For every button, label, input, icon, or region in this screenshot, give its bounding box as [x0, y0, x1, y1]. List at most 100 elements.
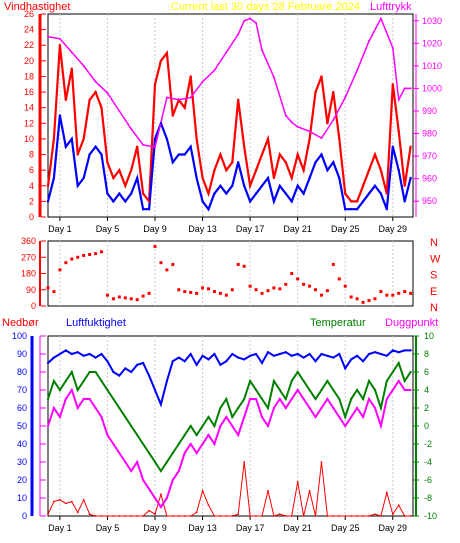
direction-point: [195, 291, 199, 295]
temperature-point: [397, 361, 400, 365]
wind-y-tick: 2: [29, 196, 34, 206]
precip-point: [148, 509, 150, 512]
wind-mean-point: [296, 184, 299, 187]
dewpoint-point: [314, 415, 317, 419]
dewpoint-point: [130, 469, 133, 473]
temperature-point: [46, 397, 50, 401]
wind-gust-point: [189, 75, 192, 78]
temperature-point: [147, 451, 151, 455]
temperature-point: [350, 397, 353, 401]
direction-y-ticks: 0 90 180 270 360: [21, 236, 46, 311]
wind-mean-point: [195, 176, 198, 180]
humidity-point: [409, 349, 412, 352]
humidity-y-ticks: 0 10 20 30 40 50 60 70 80 90 100: [12, 331, 46, 521]
precip-point: [112, 515, 115, 517]
pressure-point: [118, 109, 121, 112]
direction-point: [52, 290, 56, 294]
temperature-point: [94, 370, 97, 374]
temperature-point: [130, 424, 133, 428]
wind-gust-point: [106, 161, 109, 164]
humidity-x-ticks: Day 1 Day 5 Day 9 Day 13 Day 17 Day 21 Day 25 D…: [48, 516, 407, 533]
humidity-point: [296, 352, 299, 356]
wind-y-tick: 24: [24, 25, 34, 35]
wind-mean-point: [361, 200, 365, 203]
direction-point: [135, 298, 139, 302]
pressure-point: [189, 96, 192, 99]
temperature-point: [106, 388, 109, 392]
wind-gust-point: [219, 153, 222, 156]
wind-mean-point: [225, 192, 228, 195]
wind-x-tick: Day 25: [331, 224, 360, 234]
pressure-point: [290, 121, 293, 124]
pressure-point: [201, 80, 204, 83]
temperature-point: [58, 388, 61, 392]
dewpoint-point: [124, 460, 127, 464]
humidity-point: [290, 354, 293, 357]
pressure-point: [58, 37, 61, 40]
pressure-y-tick: 1000: [422, 83, 442, 93]
dewpoint-point: [272, 406, 275, 410]
wind-mean-point: [367, 192, 371, 195]
direction-point: [284, 282, 288, 286]
precip-point: [397, 504, 400, 507]
dewpoint-point: [266, 424, 270, 428]
temperature-point: [213, 424, 216, 428]
humidity-point: [165, 379, 168, 383]
direction-grid: [59, 241, 394, 306]
wind-gust-point: [266, 137, 270, 141]
humidity-series: [46, 349, 412, 517]
direction-point: [141, 294, 145, 298]
precip-point: [64, 502, 67, 505]
precip-point: [284, 515, 287, 517]
pressure-point: [308, 130, 311, 133]
precip-point: [249, 515, 252, 517]
pressure-point: [409, 87, 412, 90]
wind-gust-point: [201, 176, 204, 180]
precip-point: [82, 498, 85, 501]
wind-mean-point: [338, 176, 341, 180]
pressure-point: [70, 51, 73, 54]
dewpoint-point: [409, 388, 412, 392]
temperature-point: [260, 397, 264, 401]
wind-y-tick: 16: [24, 87, 34, 97]
humidity-point: [397, 351, 400, 354]
direction-y-tick: 0: [31, 301, 36, 311]
wind-mean-point: [130, 192, 133, 195]
humidity-y-tick: 60: [17, 403, 27, 413]
precip-point: [338, 515, 341, 517]
pressure-point: [332, 119, 335, 122]
precip-point: [154, 513, 156, 516]
humidity-axis-label: Luftfuktighet: [66, 317, 126, 329]
direction-point: [88, 253, 92, 257]
pressure-y-ticks: 950 960 970 980 990 1000 1010 1020 1030: [413, 14, 442, 217]
wind-mean-point: [177, 153, 180, 156]
direction-point: [165, 268, 169, 272]
wind-gust-point: [207, 192, 210, 195]
direction-point: [385, 293, 389, 297]
temperature-point: [284, 397, 287, 401]
dewpoint-point: [332, 406, 335, 410]
wind-gust-point: [284, 161, 287, 164]
precip-point: [267, 489, 269, 492]
direction-point: [254, 288, 258, 292]
wind-gust-point: [118, 168, 121, 172]
wind-axis-label: Vindhastighet: [4, 1, 70, 13]
temperature-point: [153, 460, 157, 464]
humidity-point: [350, 358, 353, 361]
humidity-point: [272, 354, 275, 357]
wind-gust-point: [46, 184, 50, 187]
temperature-point: [385, 379, 388, 383]
humidity-y-tick: 50: [17, 421, 27, 431]
wind-mean-point: [278, 184, 282, 187]
precip-point: [58, 498, 61, 501]
pressure-line: [47, 16, 411, 148]
humidity-point: [278, 352, 281, 356]
humidity-point: [147, 374, 151, 377]
wind-gust-point: [379, 168, 383, 172]
humidity-point: [112, 370, 115, 374]
humidity-point: [82, 354, 85, 357]
wind-mean-point: [219, 184, 222, 187]
direction-point: [337, 277, 341, 281]
wind-y-tick: 8: [29, 150, 34, 160]
dewpoint-point: [153, 496, 157, 500]
